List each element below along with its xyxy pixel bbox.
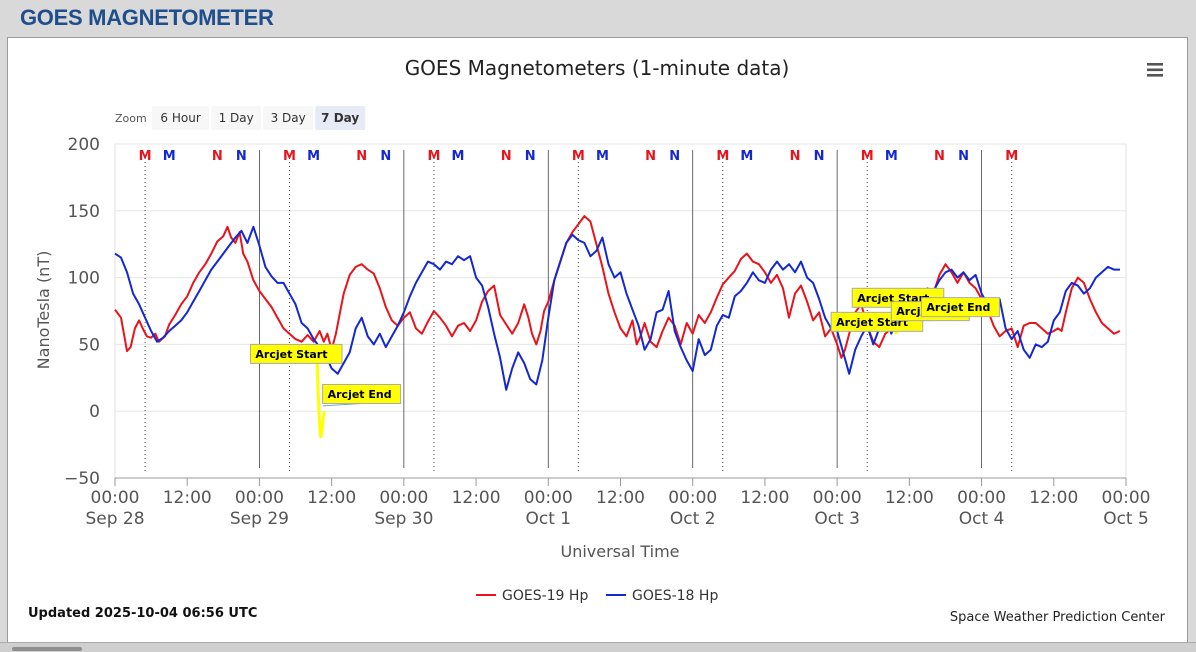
marker-m: M [596, 149, 609, 164]
y-tick-label: 100 [68, 269, 100, 289]
x-tick-date-label: Oct 2 [670, 509, 716, 529]
marker-m: M [1005, 149, 1018, 164]
x-tick-label: 00:00 [91, 488, 140, 508]
x-tick-label: 12:00 [885, 488, 934, 508]
legend-item-goes18[interactable]: GOES-18 Hp [606, 588, 718, 604]
zoom-button-1-day[interactable]: 1 Day [211, 106, 261, 130]
legend-label: GOES-18 Hp [632, 588, 718, 604]
marker-m: M [427, 149, 440, 164]
x-tick-label: 12:00 [596, 488, 645, 508]
marker-n: N [525, 149, 536, 164]
x-axis-label: Universal Time [560, 542, 679, 561]
x-tick-label: 12:00 [307, 488, 356, 508]
x-tick-label: 00:00 [1102, 488, 1151, 508]
marker-n: N [356, 149, 367, 164]
annotation-label: Arcjet End [328, 388, 392, 401]
marker-m: M [307, 149, 320, 164]
x-tick-label: 00:00 [813, 488, 862, 508]
legend-item-goes19[interactable]: GOES-19 Hp [476, 588, 588, 604]
series-line-goes19 [115, 216, 1120, 358]
marker-m: M [861, 149, 874, 164]
x-tick-label: 00:00 [235, 488, 284, 508]
chart-title: GOES Magnetometers (1-minute data) [405, 56, 790, 80]
zoom-button-label: 7 Day [321, 111, 359, 125]
zoom-button-6-hour[interactable]: 6 Hour [152, 106, 209, 130]
marker-n: N [645, 149, 656, 164]
marker-m: M [572, 149, 585, 164]
marker-n: N [814, 149, 825, 164]
x-tick-label: 00:00 [668, 488, 717, 508]
marker-n: N [236, 149, 247, 164]
zoom-button-7-day[interactable]: 7 Day [315, 106, 365, 130]
zoom-button-3-day[interactable]: 3 Day [263, 106, 313, 130]
x-tick-date-label: Sep 29 [230, 509, 289, 529]
x-tick-date-label: Sep 30 [374, 509, 433, 529]
marker-n: N [934, 149, 945, 164]
marker-m: M [716, 149, 729, 164]
marker-n: N [380, 149, 391, 164]
x-tick-label: 12:00 [740, 488, 789, 508]
x-tick-date-label: Oct 1 [525, 509, 571, 529]
annotation-label: Arcjet Start [255, 348, 327, 361]
marker-n: N [669, 149, 680, 164]
x-tick-label: 00:00 [524, 488, 573, 508]
y-tick-label: 150 [68, 202, 100, 222]
x-tick-label: 00:00 [379, 488, 428, 508]
marker-n: N [501, 149, 512, 164]
hamburger-menu-icon [1147, 63, 1163, 77]
marker-n: N [212, 149, 223, 164]
marker-m: M [452, 149, 465, 164]
y-tick-label: 50 [78, 335, 100, 355]
x-tick-label: 12:00 [163, 488, 212, 508]
credit-text: Space Weather Prediction Center [950, 610, 1166, 625]
marker-m: M [139, 149, 152, 164]
marker-n: N [790, 149, 801, 164]
x-tick-label: 00:00 [957, 488, 1006, 508]
x-tick-date-label: Oct 3 [814, 509, 860, 529]
zoom-button-group: 6 Hour 1 Day 3 Day 7 Day [152, 106, 365, 130]
y-axis-label: NanoTesla (nT) [34, 251, 53, 370]
arcjet-traces [317, 315, 922, 438]
annotation-label: Arcjet End [926, 301, 990, 314]
legend-label: GOES-19 Hp [502, 588, 588, 604]
marker-m: M [283, 149, 296, 164]
x-tick-label: 12:00 [1029, 488, 1078, 508]
y-tick-label: 200 [68, 135, 100, 155]
zoom-button-label: 3 Day [271, 111, 306, 125]
y-tick-label: −50 [64, 469, 100, 489]
x-tick-date-label: Oct 5 [1103, 509, 1149, 529]
marker-m: M [885, 149, 898, 164]
zoom-button-label: 6 Hour [160, 111, 200, 125]
y-tick-label: 0 [89, 402, 100, 422]
x-tick-date-label: Oct 4 [959, 509, 1005, 529]
zoom-button-label: 1 Day [219, 111, 254, 125]
marker-m: M [740, 149, 753, 164]
legend: GOES-19 Hp GOES-18 Hp [476, 588, 718, 604]
marker-n: N [958, 149, 969, 164]
marker-m: M [163, 149, 176, 164]
zoom-label: Zoom [115, 112, 147, 125]
horizontal-scrollbar-thumb[interactable] [12, 647, 82, 651]
x-tick-date-label: Sep 28 [85, 509, 144, 529]
x-tick-label: 12:00 [452, 488, 501, 508]
updated-timestamp: Updated 2025-10-04 06:56 UTC [28, 606, 257, 621]
menu-button[interactable] [1142, 58, 1168, 80]
